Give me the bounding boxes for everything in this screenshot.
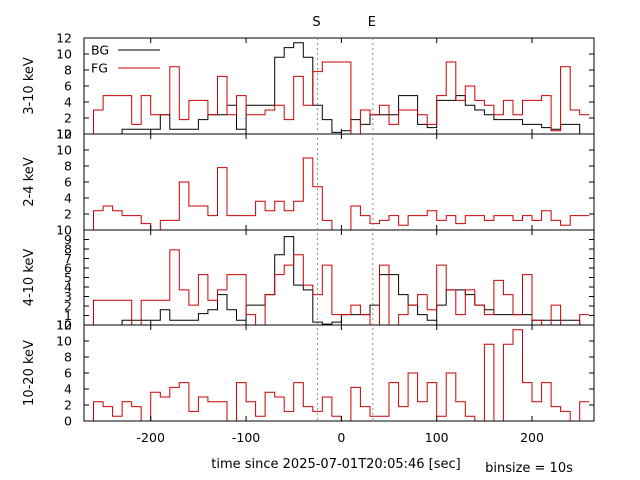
y-tick-label: 3 [64, 289, 72, 304]
y-tick-label: 8 [64, 63, 72, 78]
x-tick-label: 0 [337, 430, 345, 445]
x-tick-label: 100 [425, 430, 449, 445]
series-fg-panel-2 [84, 157, 590, 231]
y-axis-label: 2-4 keV [22, 157, 37, 206]
marker-label-s: S [312, 15, 320, 30]
y-tick-label: 10 [56, 143, 72, 158]
x-axis-label: time since 2025-07-01T20:05:46 [sec] [211, 457, 460, 472]
y-tick-label: 6 [64, 79, 72, 94]
legend: BG FG [91, 43, 160, 76]
series-fg-panel-1 [84, 61, 590, 135]
binsize-label: binsize = 10s [485, 461, 573, 476]
y-tick-label: 12 [56, 127, 72, 142]
y-tick-label: 6 [64, 261, 72, 276]
y-tick-label: 10 [56, 47, 72, 62]
y-tick-label-bottom: 10 [56, 318, 72, 333]
y-tick-label: 1 [64, 308, 72, 323]
x-tick-label: 200 [520, 430, 544, 445]
y-tick-label: 2 [64, 207, 72, 222]
x-axis: -200 -100 0 100 200 [137, 430, 544, 445]
y-tick-label: 2 [64, 299, 72, 314]
y-tick-label: 8 [64, 242, 72, 257]
y-tick-label: 4 [64, 95, 72, 110]
series-bg-panel-1 [84, 42, 590, 135]
y-tick-label: 8 [64, 350, 72, 365]
legend-label-fg: FG [91, 61, 108, 76]
y-axis-label: 3-10 keV [22, 57, 37, 115]
y-tick-label: 9 [64, 232, 72, 247]
y-tick-label: 6 [64, 175, 72, 190]
series-fg-panel-4 [84, 329, 590, 422]
y-tick-label: 4 [64, 191, 72, 206]
series-fg-panel-3 [84, 249, 590, 326]
y-tick-label: 12 [56, 318, 72, 333]
y-tick-label: 2 [64, 111, 72, 126]
x-tick-label: -200 [137, 430, 165, 445]
y-tick-label: 2 [64, 398, 72, 413]
y-tick-label: 4 [64, 280, 72, 295]
y-tick-label: 5 [64, 270, 72, 285]
y-tick-label: 8 [64, 159, 72, 174]
y-tick-label: 12 [56, 31, 72, 46]
panel-frame [83, 133, 595, 231]
y-tick-label-bottom: 10 [56, 127, 72, 142]
y-tick-label: 4 [64, 382, 72, 397]
y-tick-label-bottom: 10 [56, 223, 72, 238]
y-tick-label-bottom: 0 [64, 414, 72, 429]
marker-label-e: E [368, 15, 376, 30]
x-tick-label: -100 [232, 430, 260, 445]
y-tick-label: 7 [64, 251, 72, 266]
y-axis-label: 10-20 keV [22, 340, 37, 406]
panel-frame [83, 324, 595, 422]
y-tick-label: 6 [64, 366, 72, 381]
legend-label-bg: BG [91, 43, 109, 58]
y-tick-label: 10 [56, 334, 72, 349]
y-axis-label: 4-10 keV [22, 249, 37, 307]
